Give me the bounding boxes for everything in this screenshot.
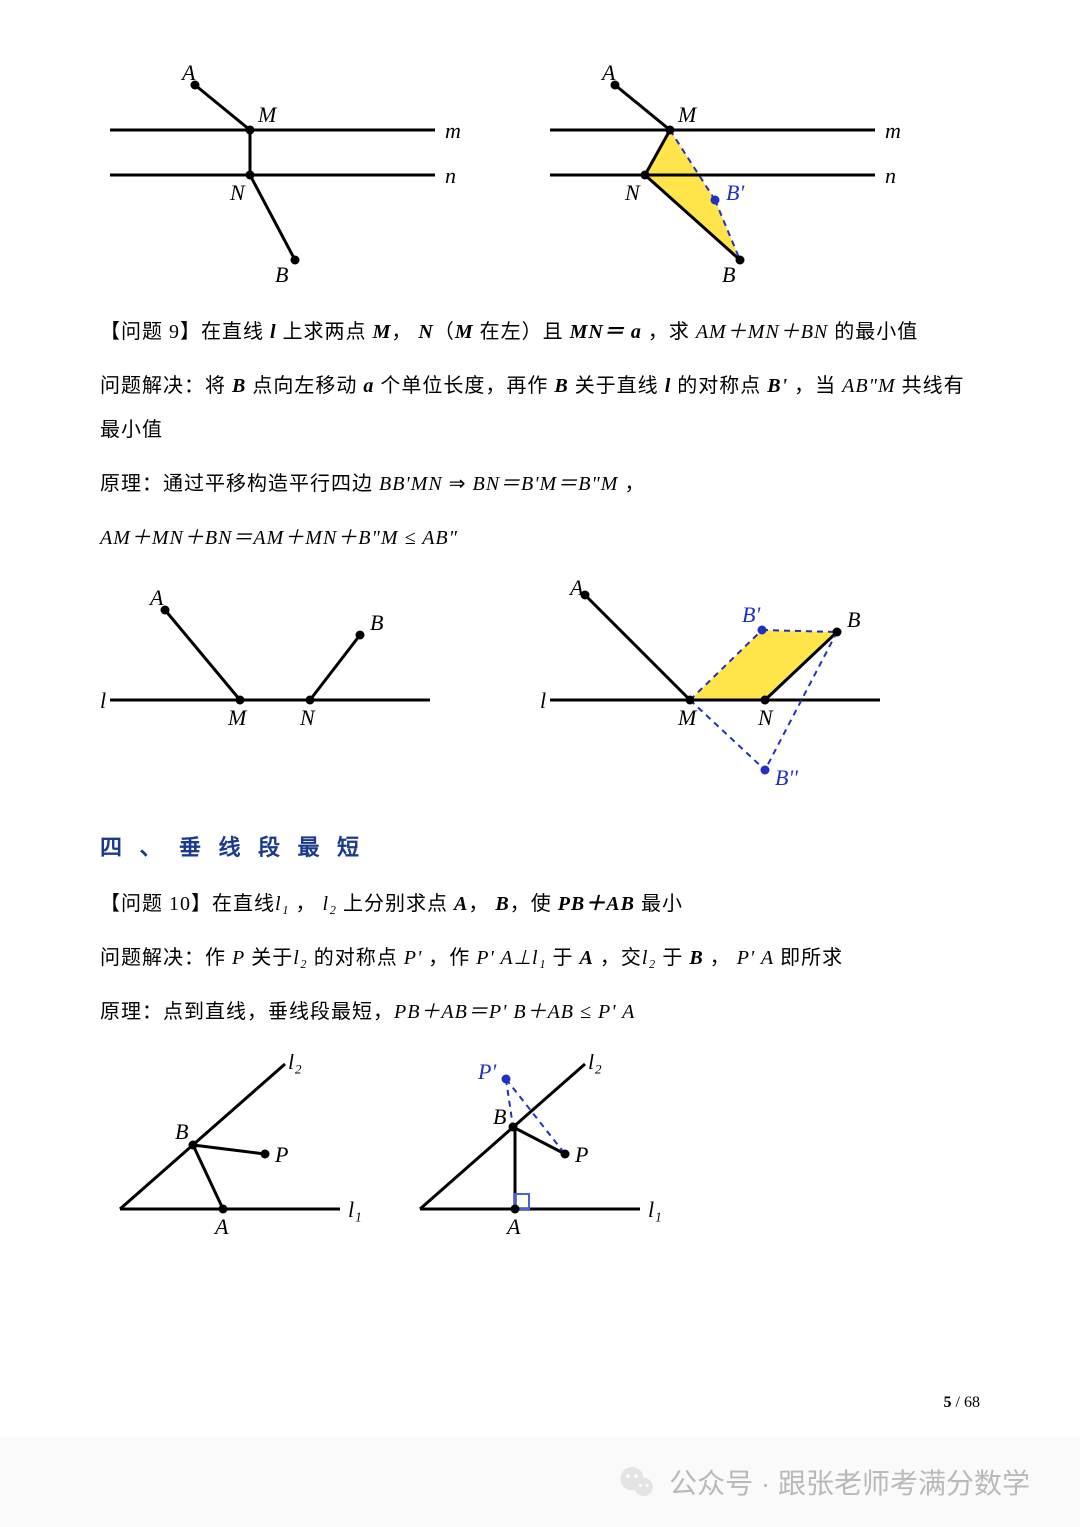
svg-text:B: B (175, 1119, 188, 1144)
svg-text:P: P (274, 1142, 288, 1167)
svg-text:B: B (722, 262, 735, 287)
svg-text:A: A (213, 1214, 229, 1239)
diagram-row-2: l A B M N l (100, 580, 980, 800)
svg-text:N: N (624, 180, 641, 205)
svg-text:l: l (540, 688, 546, 713)
svg-text:A: A (180, 60, 196, 85)
svg-text:M: M (677, 705, 698, 730)
svg-text:N: N (299, 705, 316, 730)
svg-text:B: B (847, 607, 860, 632)
svg-text:P': P' (477, 1059, 496, 1084)
section-4-heading: 四 、 垂 线 段 最 短 (100, 830, 980, 862)
q9-title: 【问题 9】在直线 l 上求两点 M， N（M 在左）且 MN＝ a ，求 AM… (100, 310, 980, 354)
svg-text:m: m (885, 118, 901, 143)
q9-principle: 原理：通过平移构造平行四边 BB'MN ⇒ BN＝B'M＝B"M ， (100, 462, 980, 506)
svg-text:A: A (568, 580, 584, 600)
svg-text:B: B (370, 610, 383, 635)
svg-text:A: A (148, 585, 164, 610)
diagram-3a: l₁ l₂ A B P (100, 1054, 370, 1254)
svg-text:B: B (275, 262, 288, 287)
svg-text:M: M (257, 102, 278, 127)
diagram-row-3: l₁ l₂ A B P l₁ l₂ (100, 1054, 980, 1254)
svg-text:A: A (505, 1214, 521, 1239)
svg-text:M: M (677, 102, 698, 127)
svg-text:l₂: l₂ (288, 1054, 302, 1074)
q10-title: 【问题 10】在直线l₁ ， l₂ 上分别求点 A， B，使 PB＋AB 最小 (100, 882, 980, 926)
q10-principle: 原理：点到直线，垂线段最短，PB＋AB＝P' B＋AB ≤ P' A (100, 990, 980, 1034)
svg-text:n: n (885, 163, 896, 188)
svg-text:l₁: l₁ (648, 1197, 662, 1222)
svg-text:N: N (757, 705, 774, 730)
svg-text:l: l (100, 688, 106, 713)
diagram-1b: m n A M N B B' (540, 60, 980, 290)
q9-solution: 问题解决：将 B 点向左移动 a 个单位长度，再作 B 关于直线 l 的对称点 … (100, 364, 980, 452)
footer-text: 公众号 · 跟张老师考满分数学 (669, 1462, 1030, 1502)
q9-equation: AM＋MN＋BN＝AM＋MN＋B"M ≤ AB" (100, 516, 980, 560)
svg-text:n: n (445, 163, 456, 188)
content-area: m n A M N B m n (0, 0, 1080, 1254)
svg-text:B: B (493, 1104, 506, 1129)
svg-text:l₂: l₂ (588, 1054, 602, 1074)
diagram-2b: l A B B' M N B'' (540, 580, 980, 800)
svg-text:B'': B'' (775, 765, 798, 790)
page-number: 5 / 68 (944, 1394, 980, 1412)
svg-text:l₁: l₁ (348, 1197, 362, 1222)
footer-watermark: 公众号 · 跟张老师考满分数学 (0, 1437, 1080, 1527)
svg-text:m: m (445, 118, 461, 143)
svg-text:N: N (229, 180, 246, 205)
svg-text:A: A (600, 60, 616, 85)
wechat-icon (617, 1462, 657, 1502)
diagram-1a: m n A M N B (100, 60, 540, 290)
diagram-row-1: m n A M N B m n (100, 60, 980, 290)
svg-text:B': B' (742, 602, 760, 627)
diagram-3b: l₁ l₂ A B P P' (400, 1054, 680, 1254)
svg-text:P: P (574, 1142, 588, 1167)
document-page: m n A M N B m n (0, 0, 1080, 1527)
svg-text:B': B' (726, 180, 744, 205)
q10-solution: 问题解决：作 P 关于l₂ 的对称点 P' ，作 P' A⊥l₁ 于 A ，交l… (100, 936, 980, 980)
svg-text:M: M (227, 705, 248, 730)
diagram-2a: l A B M N (100, 580, 540, 800)
